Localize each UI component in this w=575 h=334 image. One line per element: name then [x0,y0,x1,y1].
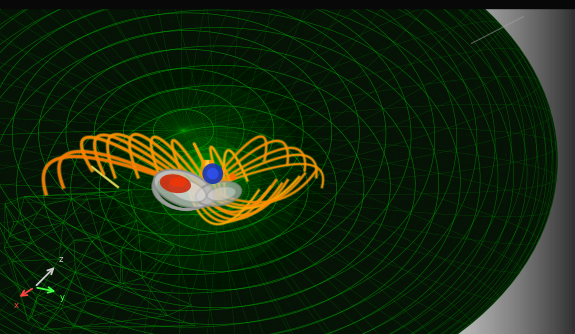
Bar [501,0,505,334]
Bar [465,0,469,334]
Bar [391,0,395,334]
Bar [513,0,518,334]
Bar [400,0,404,334]
Bar [403,0,407,334]
Bar [554,0,558,334]
Bar [428,0,432,334]
Bar [458,0,462,334]
Text: x: x [14,301,19,310]
Bar [467,0,471,334]
Bar [477,0,481,334]
Circle shape [229,174,236,180]
Bar [446,0,450,334]
Text: z: z [58,255,63,264]
Circle shape [90,60,324,294]
Bar [547,0,551,334]
Bar [407,0,411,334]
Bar [437,0,441,334]
Circle shape [133,104,281,250]
Bar [523,0,527,334]
Bar [495,0,499,334]
Bar [486,0,490,334]
Bar [419,0,423,334]
Bar [557,0,561,334]
Bar [421,0,425,334]
Bar [434,0,438,334]
Bar [563,0,567,334]
Circle shape [183,154,231,200]
Ellipse shape [168,179,206,202]
Ellipse shape [196,182,241,206]
Circle shape [198,169,216,185]
Bar [566,0,570,334]
Bar [511,0,515,334]
Ellipse shape [170,177,187,187]
Text: y: y [60,293,65,302]
Bar [508,0,512,334]
Bar [462,0,466,334]
Bar [545,0,549,334]
Ellipse shape [207,187,236,201]
Circle shape [196,165,218,189]
Bar [559,0,564,334]
Bar [520,0,524,334]
Ellipse shape [160,174,191,193]
Bar [397,0,401,334]
Bar [474,0,478,334]
Bar [569,0,573,334]
Bar [453,0,457,334]
Bar [471,0,475,334]
Circle shape [113,84,301,271]
Bar [489,0,493,334]
Bar [532,0,536,334]
Bar [425,0,429,334]
Circle shape [202,172,212,182]
Bar [449,0,453,334]
Bar [550,0,554,334]
Circle shape [202,163,223,184]
Circle shape [207,168,218,179]
Bar [394,0,398,334]
Bar [0,0,575,8]
Bar [517,0,521,334]
Bar [480,0,484,334]
Bar [504,0,508,334]
Bar [492,0,496,334]
Bar [499,0,503,334]
Bar [440,0,444,334]
Bar [535,0,539,334]
Bar [572,0,575,334]
Circle shape [154,124,260,230]
Bar [412,0,416,334]
Circle shape [177,147,237,207]
Bar [416,0,420,334]
Ellipse shape [0,0,558,334]
Bar [443,0,447,334]
Bar [526,0,530,334]
Bar [538,0,542,334]
Bar [409,0,413,334]
Circle shape [190,160,224,194]
Circle shape [167,137,247,217]
Bar [483,0,487,334]
Bar [455,0,459,334]
Bar [431,0,435,334]
Bar [529,0,533,334]
Bar [541,0,545,334]
Ellipse shape [154,170,214,208]
